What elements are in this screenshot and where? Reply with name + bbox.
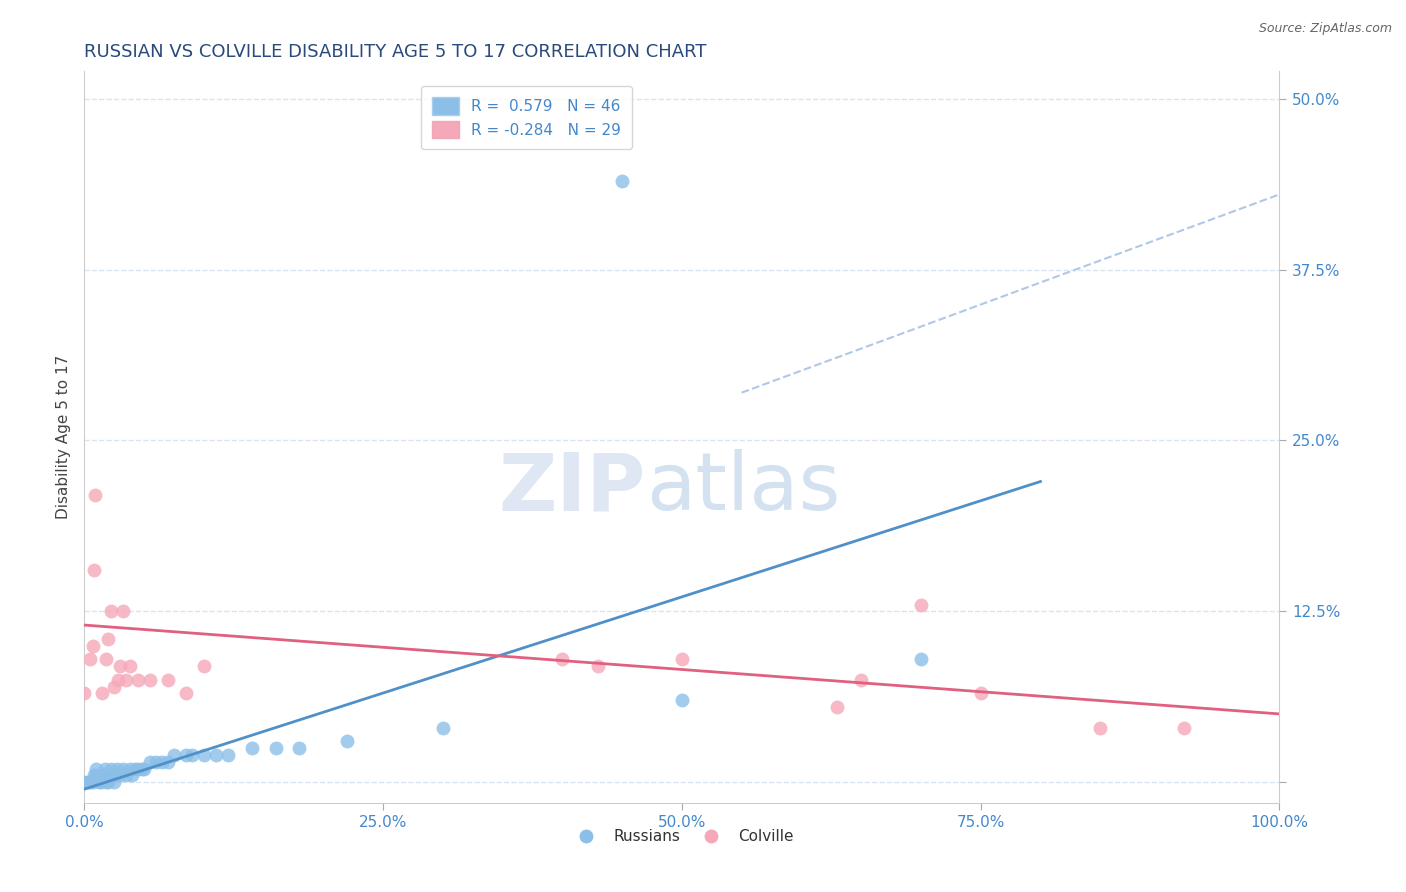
Point bbox=[118, 659, 141, 673]
Point bbox=[100, 604, 122, 618]
Point bbox=[105, 762, 128, 776]
Point bbox=[671, 652, 693, 666]
Text: RUSSIAN VS COLVILLE DISABILITY AGE 5 TO 17 CORRELATION CHART: RUSSIAN VS COLVILLE DISABILITY AGE 5 TO … bbox=[84, 44, 707, 62]
Point bbox=[1090, 721, 1112, 735]
Point bbox=[145, 755, 167, 769]
Point bbox=[94, 652, 117, 666]
Point bbox=[174, 747, 197, 762]
Point bbox=[103, 768, 125, 782]
Point bbox=[110, 768, 132, 782]
Point bbox=[82, 639, 104, 653]
Legend: Russians, Colville: Russians, Colville bbox=[564, 822, 800, 850]
Point bbox=[73, 686, 96, 700]
Point bbox=[86, 762, 108, 776]
Point bbox=[111, 604, 134, 618]
Point bbox=[93, 762, 115, 776]
Point bbox=[103, 680, 125, 694]
Point bbox=[79, 652, 101, 666]
Point bbox=[157, 673, 180, 687]
Point bbox=[671, 693, 693, 707]
Point bbox=[174, 686, 197, 700]
Point bbox=[551, 652, 574, 666]
Point bbox=[118, 762, 141, 776]
Point bbox=[90, 775, 112, 789]
Point bbox=[217, 747, 239, 762]
Point bbox=[87, 775, 110, 789]
Point bbox=[83, 768, 105, 782]
Text: atlas: atlas bbox=[647, 450, 841, 527]
Point bbox=[150, 755, 173, 769]
Point bbox=[163, 747, 186, 762]
Point bbox=[288, 741, 311, 756]
Point bbox=[181, 747, 204, 762]
Text: Source: ZipAtlas.com: Source: ZipAtlas.com bbox=[1258, 22, 1392, 36]
Point bbox=[86, 768, 108, 782]
Point bbox=[111, 762, 134, 776]
Point bbox=[970, 686, 993, 700]
Point bbox=[91, 686, 114, 700]
Point bbox=[205, 747, 228, 762]
Point bbox=[139, 673, 162, 687]
Point bbox=[73, 775, 96, 789]
Point bbox=[157, 755, 180, 769]
Point bbox=[132, 762, 156, 776]
Point bbox=[97, 632, 120, 646]
Point bbox=[77, 775, 100, 789]
Point bbox=[139, 755, 162, 769]
Point bbox=[612, 174, 634, 188]
Point bbox=[336, 734, 359, 748]
Point bbox=[121, 768, 143, 782]
Point bbox=[115, 673, 138, 687]
Point bbox=[851, 673, 873, 687]
Point bbox=[93, 768, 115, 782]
Point bbox=[79, 775, 101, 789]
Y-axis label: Disability Age 5 to 17: Disability Age 5 to 17 bbox=[56, 355, 72, 519]
Point bbox=[193, 659, 215, 673]
Point bbox=[97, 775, 120, 789]
Point bbox=[107, 673, 129, 687]
Point bbox=[240, 741, 263, 756]
Point bbox=[100, 762, 122, 776]
Point bbox=[84, 488, 107, 502]
Point bbox=[97, 768, 120, 782]
Point bbox=[264, 741, 287, 756]
Point bbox=[83, 563, 105, 577]
Point bbox=[1173, 721, 1195, 735]
Point bbox=[127, 673, 149, 687]
Point bbox=[827, 700, 849, 714]
Point bbox=[588, 659, 610, 673]
Point bbox=[432, 721, 454, 735]
Point bbox=[82, 775, 104, 789]
Point bbox=[910, 652, 932, 666]
Text: ZIP: ZIP bbox=[499, 450, 647, 527]
Point bbox=[131, 762, 153, 776]
Point bbox=[94, 775, 117, 789]
Point bbox=[103, 775, 125, 789]
Point bbox=[910, 598, 932, 612]
Point bbox=[193, 747, 215, 762]
Point bbox=[124, 762, 146, 776]
Point bbox=[115, 768, 138, 782]
Point bbox=[127, 762, 149, 776]
Point bbox=[91, 768, 114, 782]
Point bbox=[110, 659, 132, 673]
